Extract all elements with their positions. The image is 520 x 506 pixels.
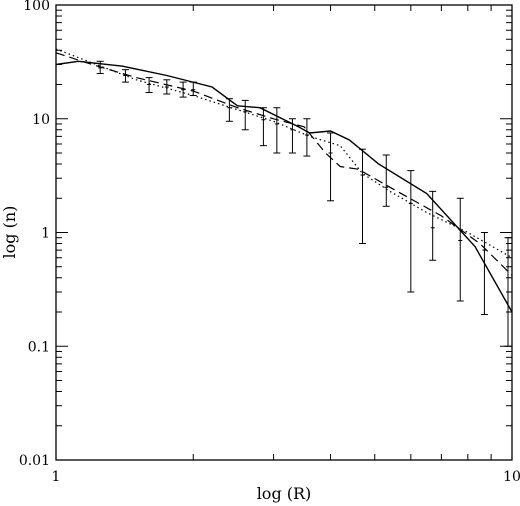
- axis-ticks: [55, 4, 513, 461]
- error-bar: [327, 132, 335, 202]
- error-bar: [145, 77, 153, 94]
- series-line-dashed: [55, 52, 513, 276]
- tick-labels: 1 10 0.01 0.1 1 10 100: [19, 0, 520, 485]
- error-bar: [382, 154, 390, 207]
- error-bar: [303, 118, 311, 157]
- error-bar: [189, 81, 197, 97]
- y-tick-label: 10: [32, 112, 50, 128]
- error-bar: [121, 69, 129, 83]
- y-axis-label: log (n): [0, 206, 19, 259]
- error-bar: [456, 197, 464, 302]
- error-bars: [96, 60, 512, 347]
- y-tick-label: 0.1: [28, 339, 50, 355]
- error-bar: [273, 107, 281, 154]
- error-bar: [288, 118, 296, 154]
- error-bar: [480, 232, 488, 316]
- y-tick-label: 1: [41, 226, 50, 242]
- series-line-solid: [55, 60, 513, 313]
- error-bar: [358, 148, 366, 245]
- error-bar: [407, 170, 415, 293]
- error-bar: [179, 81, 187, 98]
- series-line-dotted: [55, 48, 513, 259]
- error-bar: [259, 107, 267, 147]
- error-bar: [429, 190, 437, 261]
- plot-frame: [55, 4, 513, 461]
- error-bar: [225, 98, 233, 122]
- error-bar: [96, 60, 104, 74]
- x-tick-label: 1: [52, 469, 61, 485]
- y-tick-label: 0.01: [19, 453, 50, 469]
- x-axis-label: log (R): [257, 484, 312, 503]
- error-bar: [241, 99, 249, 131]
- y-tick-label: 100: [23, 0, 50, 14]
- plot-lines: [55, 48, 513, 313]
- error-bar: [163, 79, 171, 95]
- x-tick-label: 10: [503, 469, 520, 485]
